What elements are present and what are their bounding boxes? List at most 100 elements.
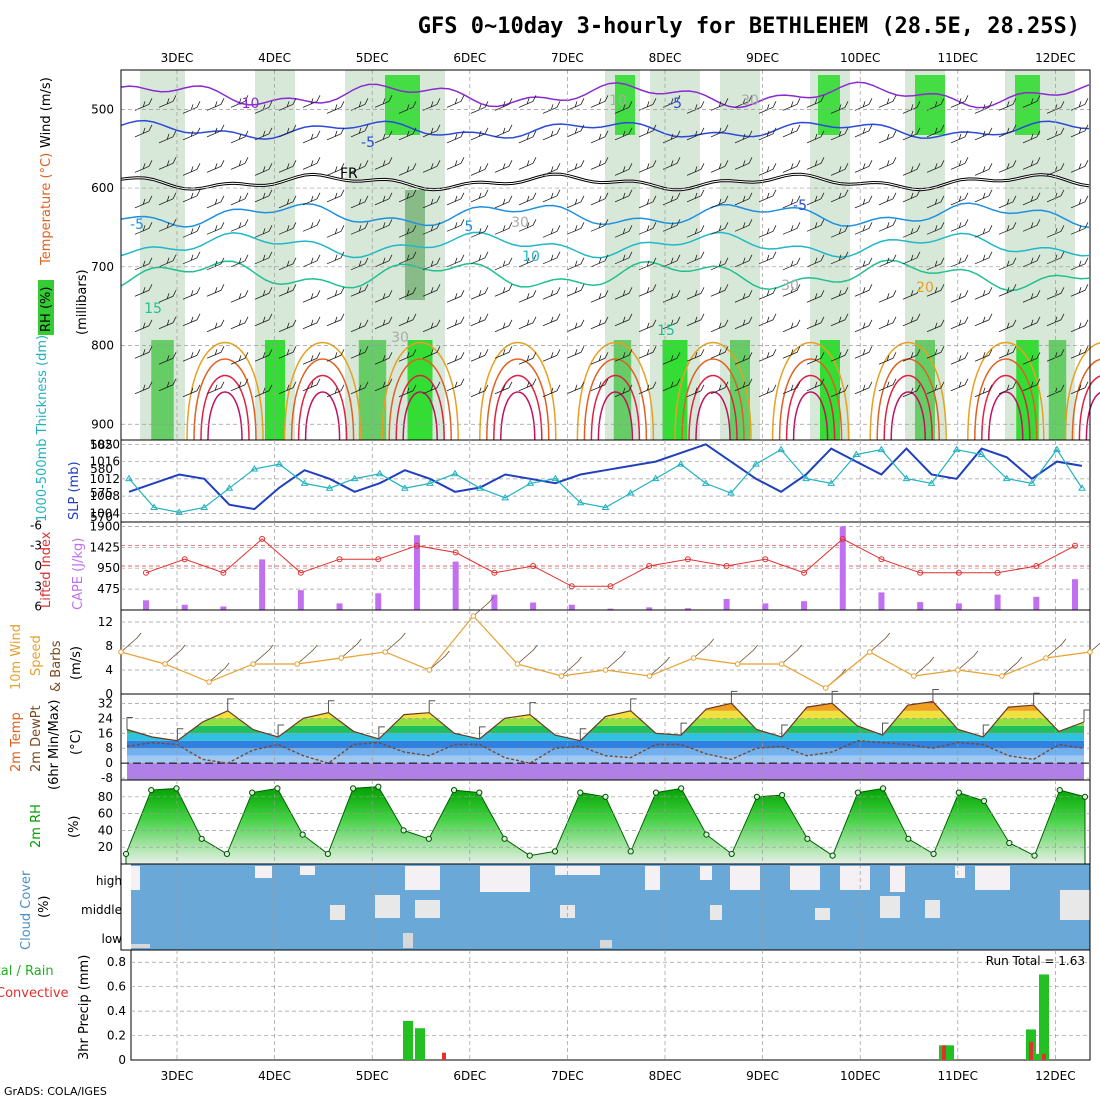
cloud-middle-gap (330, 905, 345, 920)
wind-barb (446, 219, 465, 232)
cape-bar (530, 602, 537, 610)
wind-barb (350, 124, 369, 138)
precip-tick: 0.6 (107, 980, 126, 994)
cloud-low-gap (403, 933, 413, 948)
wind-barb (830, 127, 849, 141)
rh2m-point (1006, 839, 1013, 847)
wind10-speed-point (955, 667, 961, 673)
wind-barb (1022, 95, 1041, 108)
wind10-barb (517, 644, 538, 665)
wind-barb (374, 290, 393, 303)
pressure-axis: 500 600 700 800 900 (91, 102, 114, 431)
temp-tick: -8 (101, 771, 113, 785)
wind10-barb (561, 656, 582, 677)
temperature-contour (381, 342, 459, 441)
wind10-barb (296, 644, 318, 665)
wind-barb (854, 284, 873, 297)
cape-bar (839, 526, 846, 610)
wind-barb (182, 189, 201, 203)
top-date-label: 5DEC (356, 51, 389, 65)
temperature-band (127, 763, 1084, 780)
cloud-low-gap (600, 940, 612, 948)
wind-barb (974, 225, 993, 238)
wind10-speed-point (382, 649, 389, 655)
upper-air-panel: 500 600 700 800 900 -10 -5 -5 -5 -5 5 10 15 15 20 10 30… (38, 69, 1100, 441)
wind-barb (398, 127, 417, 141)
lifted-index-point (336, 556, 343, 563)
thickness-point (175, 508, 184, 515)
wind-barb (614, 101, 633, 114)
contour-label: 15 (144, 301, 162, 317)
rh2m-point (602, 793, 609, 800)
cape-bar (375, 593, 382, 610)
wind-barb (1070, 284, 1089, 297)
wind-barb (782, 346, 801, 359)
temp-tick: 32 (98, 696, 113, 710)
cape-bar (917, 602, 924, 610)
cloud-high-gap (730, 866, 760, 890)
pressure-tick: 900 (91, 417, 114, 431)
slp-tick: 1016 (89, 455, 120, 469)
wind-barb (1070, 257, 1089, 271)
wind-barb (590, 219, 609, 232)
wind-barb (518, 316, 537, 330)
wind-barb (158, 254, 177, 268)
thickness-point (300, 479, 309, 486)
wind-barb (590, 378, 609, 392)
wind10-barb (120, 632, 142, 653)
top-date-label: 8DEC (649, 51, 682, 65)
wind-barb (398, 101, 417, 114)
temperature-contour (200, 375, 250, 441)
rh2m-point (1031, 852, 1038, 859)
minmax-marker (630, 698, 637, 711)
minmax-marker (327, 700, 335, 713)
wind-barb (566, 124, 585, 138)
minmax-marker (428, 700, 436, 713)
wind-barb (326, 127, 345, 141)
wind-barb (446, 352, 465, 365)
wind-barb (1070, 222, 1089, 235)
cloud-cover-plot (131, 864, 1090, 950)
wind-barb (878, 192, 897, 206)
cape-bar (491, 594, 498, 610)
wind-barb (830, 189, 849, 203)
wind-barb (254, 313, 273, 327)
wind-barb (926, 195, 945, 209)
wind-barb (182, 163, 201, 176)
wind-barb (662, 352, 681, 365)
temperature-contour (120, 173, 1090, 191)
wind-barb (1070, 346, 1089, 359)
cape-tick: 1425 (89, 540, 120, 554)
bottom-date-label: 8DEC (649, 1069, 682, 1083)
wind-barb (830, 287, 849, 300)
rh2m-point (627, 848, 634, 855)
cloud-middle-gap (415, 900, 440, 918)
lifted-index-point (143, 569, 149, 576)
wind-barb (326, 163, 345, 176)
thickness-point (125, 474, 133, 482)
wind10-barb (605, 650, 626, 671)
precip-convective-bar (1029, 1041, 1033, 1060)
bottom-date-label: 9DEC (746, 1069, 779, 1083)
top-date-label: 7DEC (551, 51, 584, 65)
wind-barb (686, 225, 705, 238)
wind10-barb (385, 632, 406, 653)
temperature-contour (883, 375, 933, 441)
wind-barb (278, 222, 297, 235)
thickness-point (802, 474, 811, 482)
wind-barb (590, 157, 609, 170)
rh2m-point (274, 785, 281, 792)
wind-barb (350, 160, 369, 173)
wind-barb (254, 384, 273, 398)
thickness-point (1053, 445, 1061, 453)
rh2m-point (299, 831, 306, 838)
wind-barb (614, 225, 633, 238)
wind-barb (686, 163, 705, 176)
minmax-marker (227, 698, 234, 711)
wind-barb (230, 219, 249, 232)
wind-barb (686, 313, 705, 327)
wind-barb (734, 378, 753, 392)
wind10-barb (164, 644, 186, 665)
wind10m-label-2: Speed (29, 635, 44, 676)
thickness-point (400, 484, 409, 491)
